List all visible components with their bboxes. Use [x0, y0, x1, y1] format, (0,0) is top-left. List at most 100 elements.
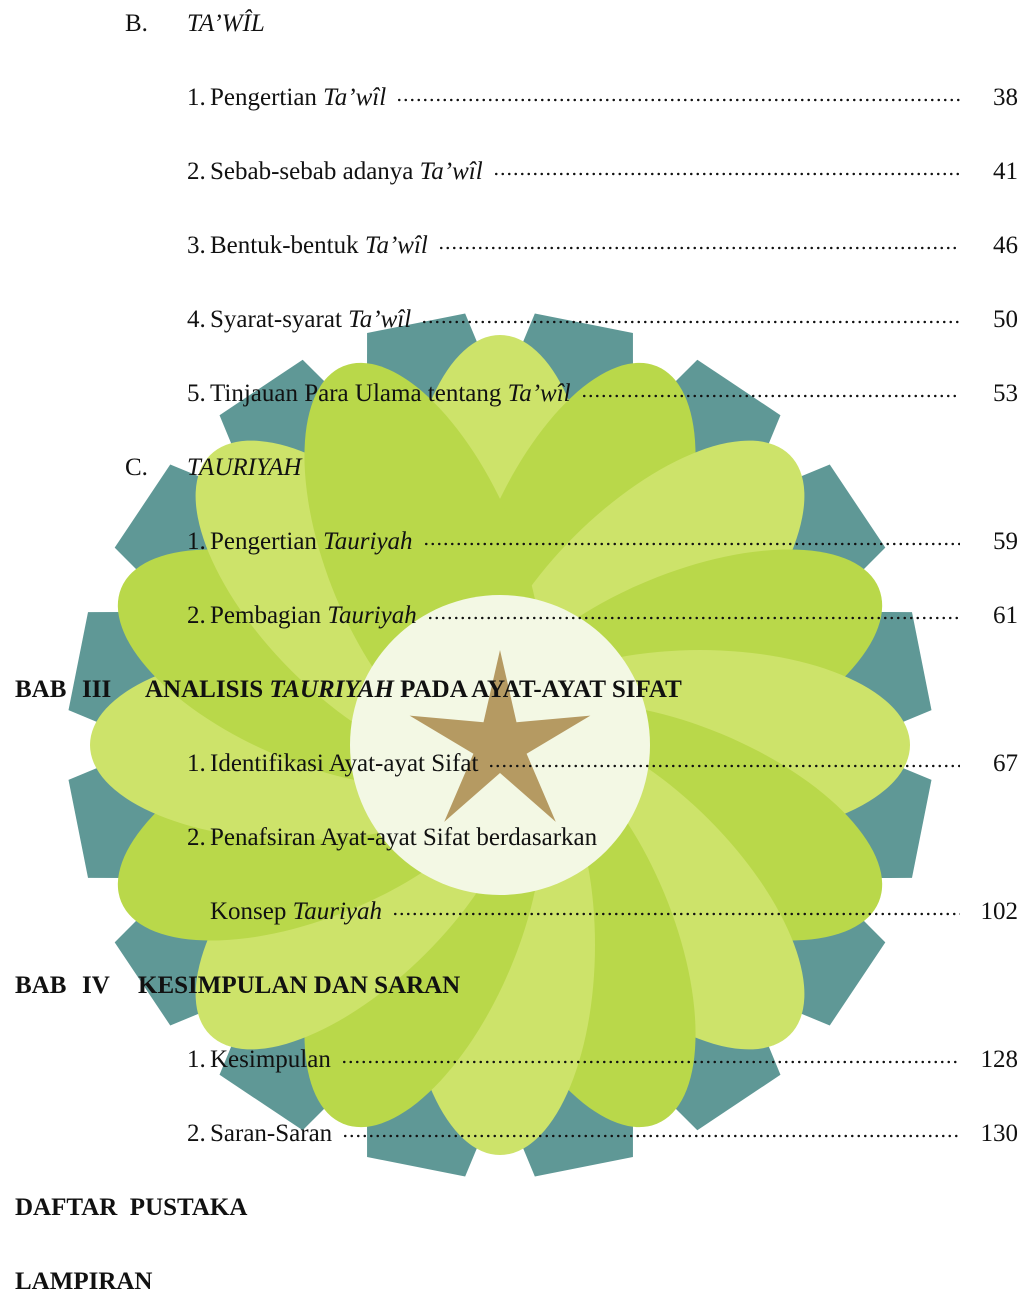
text-part: Ta’wîl	[365, 232, 428, 260]
dot-leader	[342, 1133, 960, 1139]
toc-entry: 1.Pengertian Tauriyah 59	[0, 528, 1024, 568]
text-part: Bentuk-bentuk	[210, 232, 365, 260]
chapter-number: IV	[82, 972, 110, 1000]
page-number: 59	[993, 528, 1018, 556]
toc-entry: C. TAURIYAH	[0, 454, 1024, 494]
page-number: 46	[993, 232, 1018, 260]
dot-leader	[493, 171, 960, 177]
entry-text: Pengertian Ta’wîl	[210, 84, 966, 112]
text-part: PADA AYAT-AYAT SIFAT	[394, 676, 682, 704]
page-number: 130	[981, 1120, 1019, 1148]
entry-text: Tinjauan Para Ulama tentang Ta’wîl	[210, 380, 966, 408]
dot-leader	[581, 393, 960, 399]
text-part: LAMPIRAN	[15, 1268, 153, 1296]
chapter-label: BAB	[15, 972, 66, 1000]
chapter-number: III	[82, 676, 111, 704]
entry-number: 1.	[187, 84, 206, 112]
entry-text: KESIMPULAN DAN SARAN	[138, 972, 460, 1000]
dot-leader	[341, 1059, 960, 1065]
text-part: Kesimpulan	[210, 1046, 331, 1074]
dot-leader	[427, 615, 960, 621]
toc-entry: 2.Sebab-sebab adanya Ta’wîl 41	[0, 158, 1024, 198]
entry-text: Kesimpulan	[210, 1046, 966, 1074]
toc-entry: 4.Syarat-syarat Ta’wîl 50	[0, 306, 1024, 346]
text-part: Syarat-syarat	[210, 306, 348, 334]
entry-number: 2.	[187, 1120, 206, 1148]
chapter-label: BAB	[15, 676, 66, 704]
text-part: KESIMPULAN DAN SARAN	[138, 972, 460, 1000]
toc-entry: 2.Penafsiran Ayat-ayat Sifat berdasarkan	[0, 824, 1024, 864]
entry-text: Bentuk-bentuk Ta’wîl	[210, 232, 966, 260]
page-number: 102	[981, 898, 1019, 926]
entry-text: TA’WÎL	[187, 10, 265, 38]
dot-leader	[423, 541, 960, 547]
toc-entry: BAB IV KESIMPULAN DAN SARAN	[0, 972, 1024, 1012]
text-part: TA’WÎL	[187, 10, 265, 38]
entry-text: Konsep Tauriyah	[210, 898, 966, 926]
toc-entry: 2.Saran-Saran 130	[0, 1120, 1024, 1160]
text-part: Sebab-sebab adanya	[210, 158, 420, 186]
entry-number: 1.	[187, 750, 206, 778]
page-number: 61	[993, 602, 1018, 630]
text-part: TAURIYAH	[187, 454, 301, 482]
entry-number: B.	[125, 10, 148, 38]
dot-leader	[392, 911, 960, 917]
dot-leader	[421, 319, 960, 325]
page-number: 50	[993, 306, 1018, 334]
entry-number: 1.	[187, 528, 206, 556]
entry-number: 4.	[187, 306, 206, 334]
text-part: Tinjauan Para Ulama tentang	[210, 380, 508, 408]
entry-number: 2.	[187, 158, 206, 186]
text-part: Identifikasi Ayat-ayat Sifat	[210, 750, 478, 778]
text-part: Pengertian	[210, 84, 323, 112]
entry-text: Penafsiran Ayat-ayat Sifat berdasarkan	[210, 824, 597, 852]
toc-entry: B. TA’WÎL	[0, 10, 1024, 50]
dot-leader	[438, 245, 960, 251]
text-part: Ta’wîl	[348, 306, 411, 334]
entry-text: Identifikasi Ayat-ayat Sifat	[210, 750, 966, 778]
entry-text: Sebab-sebab adanya Ta’wîl	[210, 158, 966, 186]
text-part: Pembagian	[210, 602, 327, 630]
text-part: ANALISIS	[145, 676, 269, 704]
entry-text: ANALISIS TAURIYAH PADA AYAT-AYAT SIFAT	[145, 676, 682, 704]
text-part: Konsep	[210, 898, 293, 926]
text-part: Ta’wîl	[323, 84, 386, 112]
text-part: Penafsiran Ayat-ayat Sifat berdasarkan	[210, 824, 597, 852]
toc-entry: 3.Bentuk-bentuk Ta’wîl 46	[0, 232, 1024, 272]
page-number: 38	[993, 84, 1018, 112]
dot-leader	[396, 97, 960, 103]
page-number: 128	[981, 1046, 1019, 1074]
toc-entry: 1.Kesimpulan 128	[0, 1046, 1024, 1086]
toc-entry: 1.Pengertian Ta’wîl 38	[0, 84, 1024, 124]
entry-text: DAFTAR PUSTAKA	[15, 1194, 247, 1222]
entry-text: Syarat-syarat Ta’wîl	[210, 306, 966, 334]
toc-entry: 1.Identifikasi Ayat-ayat Sifat 67	[0, 750, 1024, 790]
toc-entry: BAB III ANALISIS TAURIYAH PADA AYAT-AYAT S…	[0, 676, 1024, 716]
text-part: Pengertian	[210, 528, 323, 556]
dot-leader	[488, 763, 960, 769]
entry-text: TAURIYAH	[187, 454, 301, 482]
toc-entry: Konsep Tauriyah 102	[0, 898, 1024, 938]
text-part: Tauriyah	[327, 602, 416, 630]
entry-number: 3.	[187, 232, 206, 260]
text-part: Ta’wîl	[508, 380, 571, 408]
toc-entry: LAMPIRAN	[0, 1268, 1024, 1308]
entry-number: C.	[125, 454, 148, 482]
toc-entry: 2.Pembagian Tauriyah 61	[0, 602, 1024, 642]
toc-entry: DAFTAR PUSTAKA	[0, 1194, 1024, 1234]
page: B.TA’WÎL1.Pengertian Ta’wîl382.Sebab-seb…	[0, 0, 1024, 1293]
entry-number: 2.	[187, 602, 206, 630]
entry-text: Saran-Saran	[210, 1120, 966, 1148]
page-number: 67	[993, 750, 1018, 778]
page-number: 41	[993, 158, 1018, 186]
entry-number: 5.	[187, 380, 206, 408]
entry-text: Pengertian Tauriyah	[210, 528, 966, 556]
text-part: Ta’wîl	[420, 158, 483, 186]
text-part: TAURIYAH	[269, 676, 394, 704]
text-part: Saran-Saran	[210, 1120, 332, 1148]
entry-text: LAMPIRAN	[15, 1268, 153, 1296]
entry-number: 1.	[187, 1046, 206, 1074]
entry-text: Pembagian Tauriyah	[210, 602, 966, 630]
text-part: Tauriyah	[323, 528, 412, 556]
